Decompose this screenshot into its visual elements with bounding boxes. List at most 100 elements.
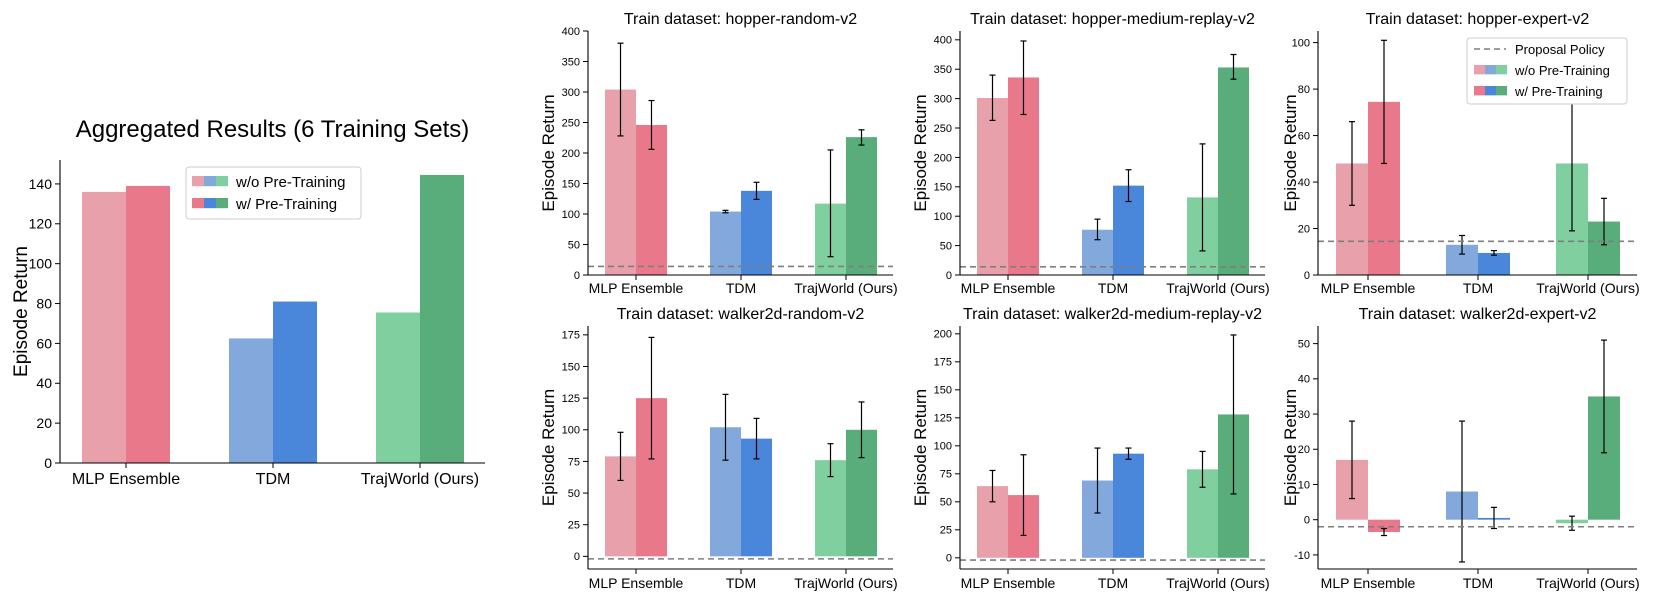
bar-tdm-without — [229, 338, 273, 463]
y-tick-label: 0 — [44, 455, 52, 471]
y-tick-label: 60 — [1298, 130, 1310, 142]
y-tick-label: 200 — [562, 148, 580, 160]
y-tick-label: 400 — [562, 26, 580, 38]
y-tick-label: 175 — [934, 357, 952, 369]
y-tick-label: 150 — [562, 361, 580, 373]
y-tick-label: 250 — [562, 117, 580, 129]
x-tick-label: TrajWorld (Ours) — [1536, 280, 1639, 296]
x-tick-label: MLP Ensemble — [1321, 280, 1416, 296]
y-tick-label: 250 — [934, 123, 952, 135]
bar-tdm-with — [1113, 453, 1144, 558]
legend-swatch — [216, 198, 228, 209]
chart-panel-6: Train dataset: walker2d-expert-v2 Episode… — [1281, 306, 1640, 591]
chart-panel-0: Aggregated Results (6 Training Sets) Epis… — [11, 116, 485, 488]
x-tick-label: TrajWorld (Ours) — [1166, 280, 1269, 296]
y-tick-label: 0 — [946, 553, 952, 565]
chart-title: Train dataset: walker2d-medium-replay-v2 — [963, 306, 1262, 323]
y-tick-label: 200 — [934, 152, 952, 164]
y-tick-label: 60 — [36, 335, 52, 351]
y-tick-label: 50 — [1298, 338, 1310, 350]
y-tick-label: 50 — [568, 488, 580, 500]
x-tick-label: TDM — [1463, 575, 1493, 591]
y-tick-label: 0 — [574, 270, 580, 282]
legend-swatch — [1496, 86, 1507, 96]
x-tick-label: TDM — [1098, 280, 1128, 296]
y-tick-label: 120 — [29, 216, 53, 232]
x-tick-label: TDM — [1463, 280, 1493, 296]
legend-swatch — [204, 198, 216, 209]
chart-title: Aggregated Results (6 Training Sets) — [76, 116, 470, 143]
legend-swatch — [1474, 86, 1485, 96]
y-tick-label: 50 — [940, 497, 952, 509]
legend-label-with: w/ Pre-Training — [235, 196, 337, 213]
chart-title: Train dataset: hopper-expert-v2 — [1366, 11, 1590, 28]
y-tick-label: 20 — [1298, 444, 1310, 456]
legend-swatch — [204, 176, 216, 187]
bar-mlp-ensemble-without — [977, 98, 1008, 275]
y-tick-label: 150 — [934, 385, 952, 397]
legend-label-proposal: Proposal Policy — [1515, 42, 1605, 57]
bar-mlp-ensemble-with — [126, 185, 170, 463]
y-tick-label: 125 — [934, 413, 952, 425]
y-axis-label: Episode Return — [11, 246, 32, 377]
y-tick-label: 0 — [1304, 270, 1310, 282]
bar-mlp-ensemble-with — [636, 124, 667, 275]
bar-trajworld-ours--without — [376, 312, 420, 463]
chart-panel-1: Train dataset: hopper-random-v2 Episode R… — [539, 11, 898, 296]
y-tick-label: 40 — [1298, 177, 1310, 189]
y-tick-label: 100 — [934, 211, 952, 223]
legend-swatch — [1485, 65, 1496, 75]
chart-title: Train dataset: walker2d-expert-v2 — [1359, 306, 1597, 323]
x-tick-label: MLP Ensemble — [1321, 575, 1416, 591]
legend-label-without: w/o Pre-Training — [235, 174, 345, 191]
x-tick-label: TrajWorld (Ours) — [794, 575, 897, 591]
y-tick-label: 140 — [29, 176, 53, 192]
y-axis-label: Episode Return — [911, 389, 930, 506]
bar-tdm-with — [1478, 252, 1510, 275]
y-tick-label: 100 — [562, 425, 580, 437]
legend: w/o Pre-Training w/ Pre-Training — [185, 166, 362, 220]
legend-swatch — [1485, 86, 1496, 96]
y-tick-label: 300 — [562, 87, 580, 99]
y-tick-label: 20 — [1298, 223, 1310, 235]
chart-panel-3: Train dataset: hopper-expert-v2 Episode R… — [1281, 11, 1640, 296]
y-axis-label: Episode Return — [539, 389, 558, 506]
y-tick-label: 25 — [940, 525, 952, 537]
y-axis-label: Episode Return — [539, 94, 558, 211]
bar-tdm-with — [741, 190, 772, 275]
bar-mlp-ensemble-with — [1368, 519, 1400, 533]
x-tick-label: TDM — [1098, 575, 1128, 591]
chart-title: Train dataset: hopper-medium-replay-v2 — [970, 11, 1255, 28]
y-axis-label: Episode Return — [1281, 94, 1300, 211]
x-tick-label: MLP Ensemble — [961, 575, 1056, 591]
y-tick-label: 200 — [934, 329, 952, 341]
y-axis-label: Episode Return — [911, 94, 930, 211]
x-tick-label: TrajWorld (Ours) — [794, 280, 897, 296]
y-tick-label: 350 — [562, 56, 580, 68]
y-tick-label: 40 — [1298, 374, 1310, 386]
chart-panel-2: Train dataset: hopper-medium-replay-v2 Ep… — [911, 11, 1270, 296]
chart-panel-5: Train dataset: walker2d-medium-replay-v2… — [911, 306, 1270, 591]
y-tick-label: 40 — [36, 375, 52, 391]
y-tick-label: 0 — [1304, 515, 1310, 527]
y-tick-label: 50 — [940, 240, 952, 252]
legend: Proposal Policy w/o Pre-Training w/ Pre-Tr… — [1466, 37, 1628, 105]
y-tick-label: 0 — [574, 551, 580, 563]
y-tick-label: 10 — [1298, 479, 1310, 491]
x-tick-label: TDM — [256, 471, 291, 488]
legend-frame — [185, 166, 362, 220]
y-tick-label: 25 — [568, 520, 580, 532]
y-tick-label: 100 — [562, 209, 580, 221]
chart-title: Train dataset: walker2d-random-v2 — [617, 306, 865, 323]
chart-title: Train dataset: hopper-random-v2 — [624, 11, 857, 28]
x-tick-label: TDM — [726, 280, 756, 296]
bar-tdm-without — [710, 211, 741, 275]
y-tick-label: 100 — [1292, 37, 1310, 49]
x-tick-label: TrajWorld (Ours) — [1166, 575, 1269, 591]
y-tick-label: 300 — [934, 93, 952, 105]
y-tick-label: 75 — [568, 456, 580, 468]
legend-swatch — [216, 176, 228, 187]
y-tick-label: 150 — [934, 182, 952, 194]
y-tick-label: 350 — [934, 64, 952, 76]
y-tick-label: 75 — [940, 469, 952, 481]
